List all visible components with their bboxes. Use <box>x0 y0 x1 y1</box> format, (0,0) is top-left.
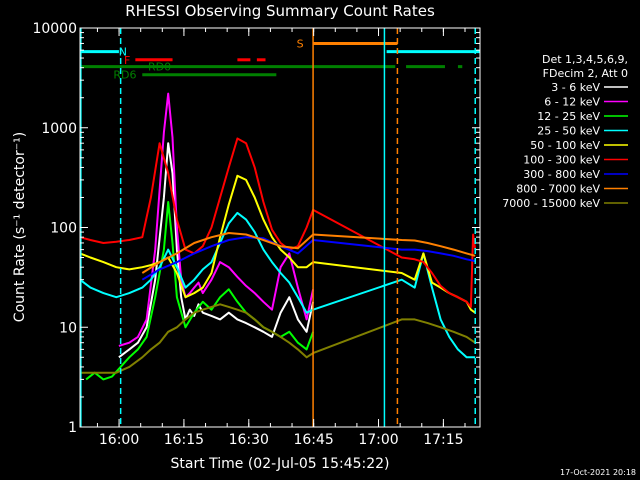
legend-entry-label: 25 - 50 keV <box>537 125 600 138</box>
x-tick-label: 16:00 <box>99 432 139 448</box>
y-tick-label: 100 <box>50 221 77 237</box>
axes: 16:00 16:15 16:30 16:45 17:00 17:15 1 10 100 1000… <box>32 21 480 448</box>
footer-timestamp: 17-Oct-2021 20:18 <box>560 468 636 477</box>
legend-entry-label: 50 - 100 keV <box>530 139 600 152</box>
series-line-4 <box>79 174 476 314</box>
flag-label-n: N <box>119 46 127 59</box>
series-lines <box>79 92 477 381</box>
x-axis-label: Start Time (02-Jul-05 15:45:22) <box>170 456 389 472</box>
legend-entry-label: 800 - 7000 keV <box>516 183 600 196</box>
series-line-3 <box>79 211 476 359</box>
x-tick-label: 17:15 <box>423 432 463 448</box>
y-tick-label: 10000 <box>32 21 77 37</box>
legend-entry-label: 300 - 800 keV <box>523 168 600 181</box>
flag-label-rd6: RD6 <box>113 69 136 82</box>
legend-header: FDecim 2, Att 0 <box>543 67 628 80</box>
legend-entry-label: 7000 - 15000 keV <box>502 197 600 210</box>
chart-title: RHESSI Observing Summary Count Rates <box>125 2 435 20</box>
flag-bars: N S F RD0 RD6 <box>80 37 480 82</box>
series-line-0 <box>118 142 315 359</box>
plot-frame <box>79 27 481 428</box>
series-line-5 <box>79 137 477 308</box>
x-tick-label: 16:15 <box>164 432 204 448</box>
legend-entry-label: 100 - 300 keV <box>523 154 600 167</box>
y-tick-label: 1 <box>68 420 77 436</box>
x-tick-label: 16:45 <box>293 432 333 448</box>
legend-entry-label: 6 - 12 keV <box>544 96 600 109</box>
y-axis-label: Count Rate (s⁻¹ detector⁻¹) <box>12 132 28 322</box>
flag-label-s: S <box>297 37 304 50</box>
legend-entry-label: 12 - 25 keV <box>537 110 600 123</box>
x-tick-label: 16:30 <box>229 432 269 448</box>
y-tick-label: 10 <box>59 320 77 336</box>
vertical-markers <box>80 28 476 427</box>
series-line-7 <box>141 232 476 274</box>
y-tick-label: 1000 <box>41 121 77 137</box>
legend-entry-label: 3 - 6 keV <box>551 81 600 94</box>
legend-header: Det 1,3,4,5,6,9, <box>542 53 628 66</box>
x-tick-label: 17:00 <box>358 432 398 448</box>
legend: Det 1,3,4,5,6,9,FDecim 2, Att 03 - 6 keV… <box>502 53 628 210</box>
series-line-8 <box>80 303 476 374</box>
flag-label-rd0: RD0 <box>148 61 171 74</box>
flag-label-f: F <box>124 54 130 67</box>
series-line-6 <box>141 236 476 281</box>
